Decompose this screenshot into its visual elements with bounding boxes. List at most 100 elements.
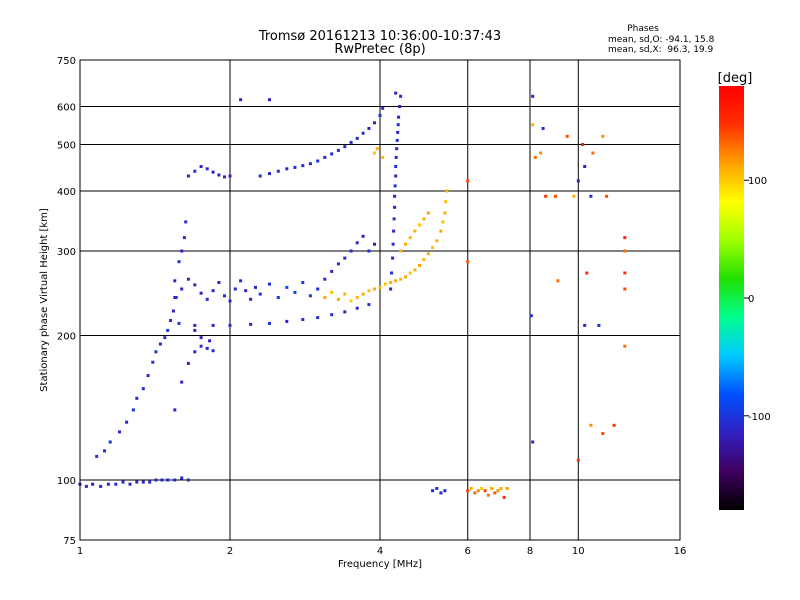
o-mode-point (186, 478, 190, 482)
x-mode-point (539, 151, 543, 155)
o-mode-point (154, 478, 158, 482)
x-mode-point (381, 155, 385, 159)
o-mode-point (439, 491, 443, 495)
x-mode-point (399, 249, 403, 253)
x-mode-point (605, 194, 609, 198)
o-mode-point (361, 131, 365, 135)
o-mode-point (355, 306, 359, 310)
phases-x-stats: mean, sd,X: 96.3, 19.9 (608, 45, 714, 55)
x-mode-point (572, 194, 576, 198)
colorbar-ticks: 100 0 -100 (744, 176, 771, 423)
o-mode-point (158, 342, 162, 346)
o-mode-point (228, 299, 232, 303)
o-mode-point (193, 328, 197, 332)
o-mode-point (301, 164, 305, 168)
o-mode-point (268, 172, 271, 176)
x-mode-point (612, 423, 616, 427)
o-mode-point (223, 175, 226, 179)
o-mode-point (146, 374, 150, 378)
x-mode-point (336, 297, 340, 301)
o-mode-point (316, 287, 320, 291)
x-mode-point (601, 432, 605, 435)
x-mode-point (413, 268, 417, 272)
x-mode-point (355, 296, 359, 299)
x-mode-point (418, 223, 421, 227)
o-mode-point (163, 336, 167, 340)
x-mode-point (378, 285, 382, 289)
x-mode-point (565, 134, 569, 138)
x-mode-point (445, 189, 449, 193)
o-mode-point (268, 98, 271, 102)
x-mode-point (373, 151, 376, 155)
x-mode-point (499, 487, 503, 490)
y-tick-label: 200 (57, 332, 76, 343)
x-tick-label: 8 (527, 546, 533, 557)
o-mode-point (199, 291, 203, 295)
x-mode-point (591, 151, 595, 155)
o-mode-point (177, 321, 181, 325)
o-mode-point (193, 283, 197, 287)
o-mode-point (373, 242, 376, 246)
o-mode-point (293, 165, 297, 169)
x-tick-label: 16 (674, 546, 687, 557)
o-mode-point (349, 249, 353, 253)
o-mode-point (395, 147, 399, 151)
o-mode-point (395, 138, 399, 142)
o-mode-point (396, 123, 400, 127)
o-mode-point (541, 127, 545, 130)
o-mode-point (367, 127, 371, 130)
x-mode-point (399, 277, 403, 281)
o-mode-point (131, 408, 135, 412)
o-mode-point (330, 313, 334, 317)
o-mode-point (597, 323, 601, 327)
x-mode-point (469, 487, 473, 490)
o-mode-point (217, 173, 221, 177)
o-mode-point (193, 323, 197, 327)
x-mode-point (554, 194, 557, 198)
o-mode-point (180, 249, 184, 253)
o-mode-point (531, 440, 535, 444)
x-mode-point (413, 229, 417, 233)
o-mode-point (435, 487, 439, 490)
o-mode-point (343, 145, 347, 149)
o-mode-point (390, 271, 394, 275)
colorbar-tick-label: 0 (748, 294, 754, 305)
o-mode-point (239, 98, 243, 102)
o-mode-point (233, 287, 237, 291)
o-mode-point (393, 194, 397, 198)
x-axis-label: Frequency [MHz] (338, 559, 422, 570)
o-mode-point (84, 484, 88, 488)
x-mode-point (493, 491, 497, 495)
o-mode-point (301, 318, 305, 321)
chart-subtitle: RwPretec (8p) (334, 42, 425, 57)
o-mode-point (193, 350, 197, 354)
colorbar-tick-label: 100 (748, 176, 767, 187)
o-mode-point (268, 282, 271, 286)
o-mode-point (180, 287, 184, 291)
o-mode-point (108, 440, 112, 444)
o-mode-point (349, 140, 353, 144)
o-mode-point (336, 262, 340, 266)
x-mode-point (581, 143, 585, 146)
o-mode-point (118, 430, 121, 434)
o-mode-point (228, 174, 232, 178)
o-mode-point (583, 323, 587, 327)
o-mode-point (91, 482, 95, 486)
o-mode-point (316, 316, 320, 320)
plot-frame (79, 59, 681, 541)
o-mode-point (99, 484, 103, 488)
x-mode-point (373, 287, 376, 291)
o-mode-point (186, 174, 190, 178)
o-mode-point (367, 249, 371, 253)
o-mode-point (95, 454, 99, 458)
x-mode-point (466, 260, 470, 264)
o-mode-point (184, 220, 188, 224)
x-mode-point (585, 271, 589, 275)
o-mode-point (285, 167, 289, 171)
o-mode-point (180, 476, 184, 480)
x-mode-point (576, 458, 580, 462)
o-mode-point (330, 269, 334, 273)
o-mode-point (343, 310, 347, 314)
o-mode-point (148, 480, 152, 484)
o-mode-point (381, 106, 385, 110)
